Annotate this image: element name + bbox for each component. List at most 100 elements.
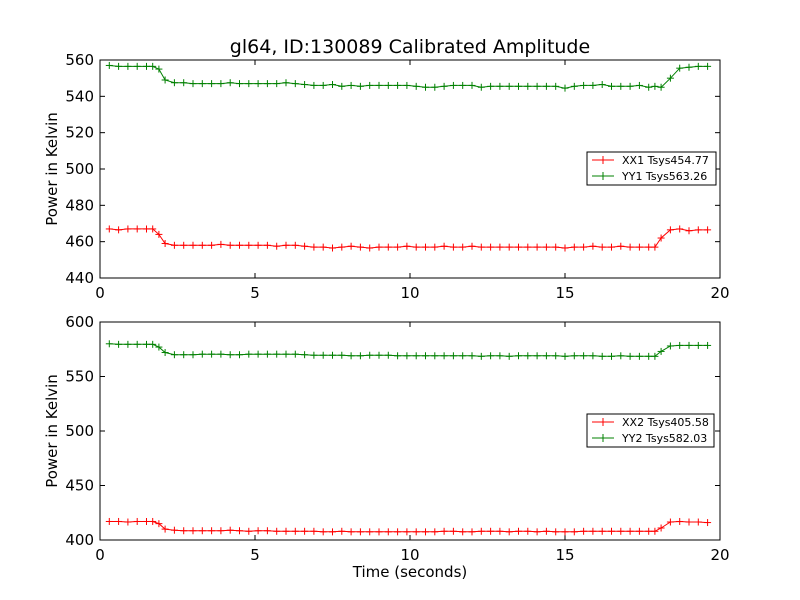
bottom-data-point — [356, 528, 364, 536]
bottom-data-point — [694, 341, 702, 349]
bottom-data-point — [651, 352, 659, 360]
bottom-data-point — [598, 352, 606, 360]
bottom-data-point — [208, 527, 216, 535]
top-data-point — [236, 241, 243, 249]
top-data-point — [329, 244, 336, 252]
bottom-data-point — [598, 527, 606, 535]
bottom-data-point — [170, 351, 178, 359]
bottom-data-point — [626, 527, 634, 535]
top-series — [105, 61, 712, 252]
bottom-data-point — [496, 352, 504, 360]
bottom-data-point — [189, 527, 197, 535]
bottom-data-point — [384, 351, 392, 359]
bottom-data-point — [608, 352, 615, 360]
top-data-point — [431, 83, 439, 91]
top-data-point — [635, 243, 643, 251]
bottom-data-point — [552, 352, 560, 360]
top-data-point — [115, 226, 123, 234]
bottom-data-point — [347, 352, 355, 360]
top-data-point — [552, 243, 560, 251]
bottom-data-point — [384, 528, 392, 536]
top-data-point — [254, 80, 262, 88]
top-legend-label-yy1: YY1 Tsys563.26 — [621, 170, 707, 183]
top-data-point — [515, 243, 522, 251]
top-data-point — [245, 80, 253, 88]
top-y-tick-label: 520 — [65, 124, 94, 142]
bottom-data-point — [375, 351, 383, 359]
bottom-x-tick-label: 0 — [95, 546, 105, 564]
top-data-point — [412, 243, 420, 251]
bottom-data-point — [198, 350, 206, 358]
top-data-point — [124, 62, 132, 70]
bottom-data-point — [685, 341, 693, 349]
top-x-tick-label: 20 — [710, 284, 729, 302]
bottom-y-axis-label: Power in Kelvin — [43, 374, 61, 488]
top-y-axis-label: Power in Kelvin — [43, 112, 61, 226]
bottom-data-point — [676, 517, 684, 525]
top-data-point — [524, 82, 532, 90]
bottom-data-point — [487, 527, 495, 535]
top-data-point — [226, 79, 234, 87]
bottom-data-point — [115, 340, 123, 348]
top-y-tick-label: 480 — [65, 196, 94, 214]
bottom-data-point — [422, 352, 429, 360]
bottom-data-point — [440, 352, 448, 360]
top-data-point — [704, 62, 712, 70]
bottom-data-point — [245, 527, 253, 535]
top-data-point — [124, 225, 132, 233]
top-data-point — [589, 81, 597, 89]
bottom-data-point — [515, 352, 522, 360]
top-data-point — [422, 243, 429, 251]
top-y-tick-label: 500 — [65, 160, 94, 178]
top-data-point — [347, 242, 355, 250]
bottom-data-point — [149, 340, 157, 348]
bottom-data-point — [449, 352, 457, 360]
bottom-data-point — [161, 349, 169, 357]
top-data-point — [676, 64, 684, 72]
bottom-data-point — [657, 524, 665, 532]
figure-title: gl64, ID:130089 Calibrated Amplitude — [230, 36, 590, 58]
bottom-data-point — [180, 527, 188, 535]
bottom-data-point — [319, 351, 327, 359]
bottom-y-tick-label: 550 — [65, 368, 94, 386]
bottom-data-point — [394, 528, 402, 536]
x-axis-label: Time (seconds) — [352, 563, 468, 581]
bottom-axis-ticks: 0 5 10 15 20 400 450 500 550 600 — [65, 313, 729, 564]
top-panel: 0 5 10 15 20 440 460 480 500 520 540 560 Power in K… — [43, 51, 730, 302]
top-data-point — [570, 243, 578, 251]
bottom-data-point — [394, 352, 402, 360]
bottom-data-point — [282, 350, 290, 358]
bottom-data-point — [694, 518, 702, 526]
bottom-data-point — [133, 340, 141, 348]
top-data-point — [273, 80, 281, 88]
bottom-data-point — [412, 528, 420, 536]
bottom-data-point — [161, 525, 169, 533]
bottom-data-point — [515, 527, 522, 535]
bottom-data-point — [685, 518, 693, 526]
top-data-point — [542, 82, 550, 90]
top-y-tick-label: 560 — [65, 51, 94, 69]
top-data-point — [329, 81, 336, 89]
top-data-point — [180, 241, 188, 249]
bottom-legend-label-xx2: XX2 Tsys405.58 — [622, 416, 709, 429]
bottom-data-point — [635, 527, 643, 535]
bottom-data-point — [431, 352, 439, 360]
top-data-point — [236, 80, 243, 88]
bottom-data-point — [570, 352, 578, 360]
bottom-data-point — [617, 527, 625, 535]
bottom-data-point — [338, 351, 346, 359]
bottom-data-point — [704, 519, 712, 527]
top-y-tick-label: 540 — [65, 87, 94, 105]
top-data-point — [403, 81, 411, 89]
bottom-legend: XX2 Tsys405.58 YY2 Tsys582.03 — [586, 413, 715, 448]
bottom-data-point — [542, 527, 550, 535]
top-data-point — [189, 241, 197, 249]
bottom-data-point — [487, 352, 495, 360]
top-data-point — [580, 81, 588, 89]
bottom-data-point — [676, 341, 684, 349]
top-data-point — [496, 243, 504, 251]
top-data-point — [319, 81, 327, 89]
top-x-tick-label: 10 — [400, 284, 419, 302]
bottom-data-point — [291, 350, 299, 358]
top-data-point — [704, 226, 712, 234]
